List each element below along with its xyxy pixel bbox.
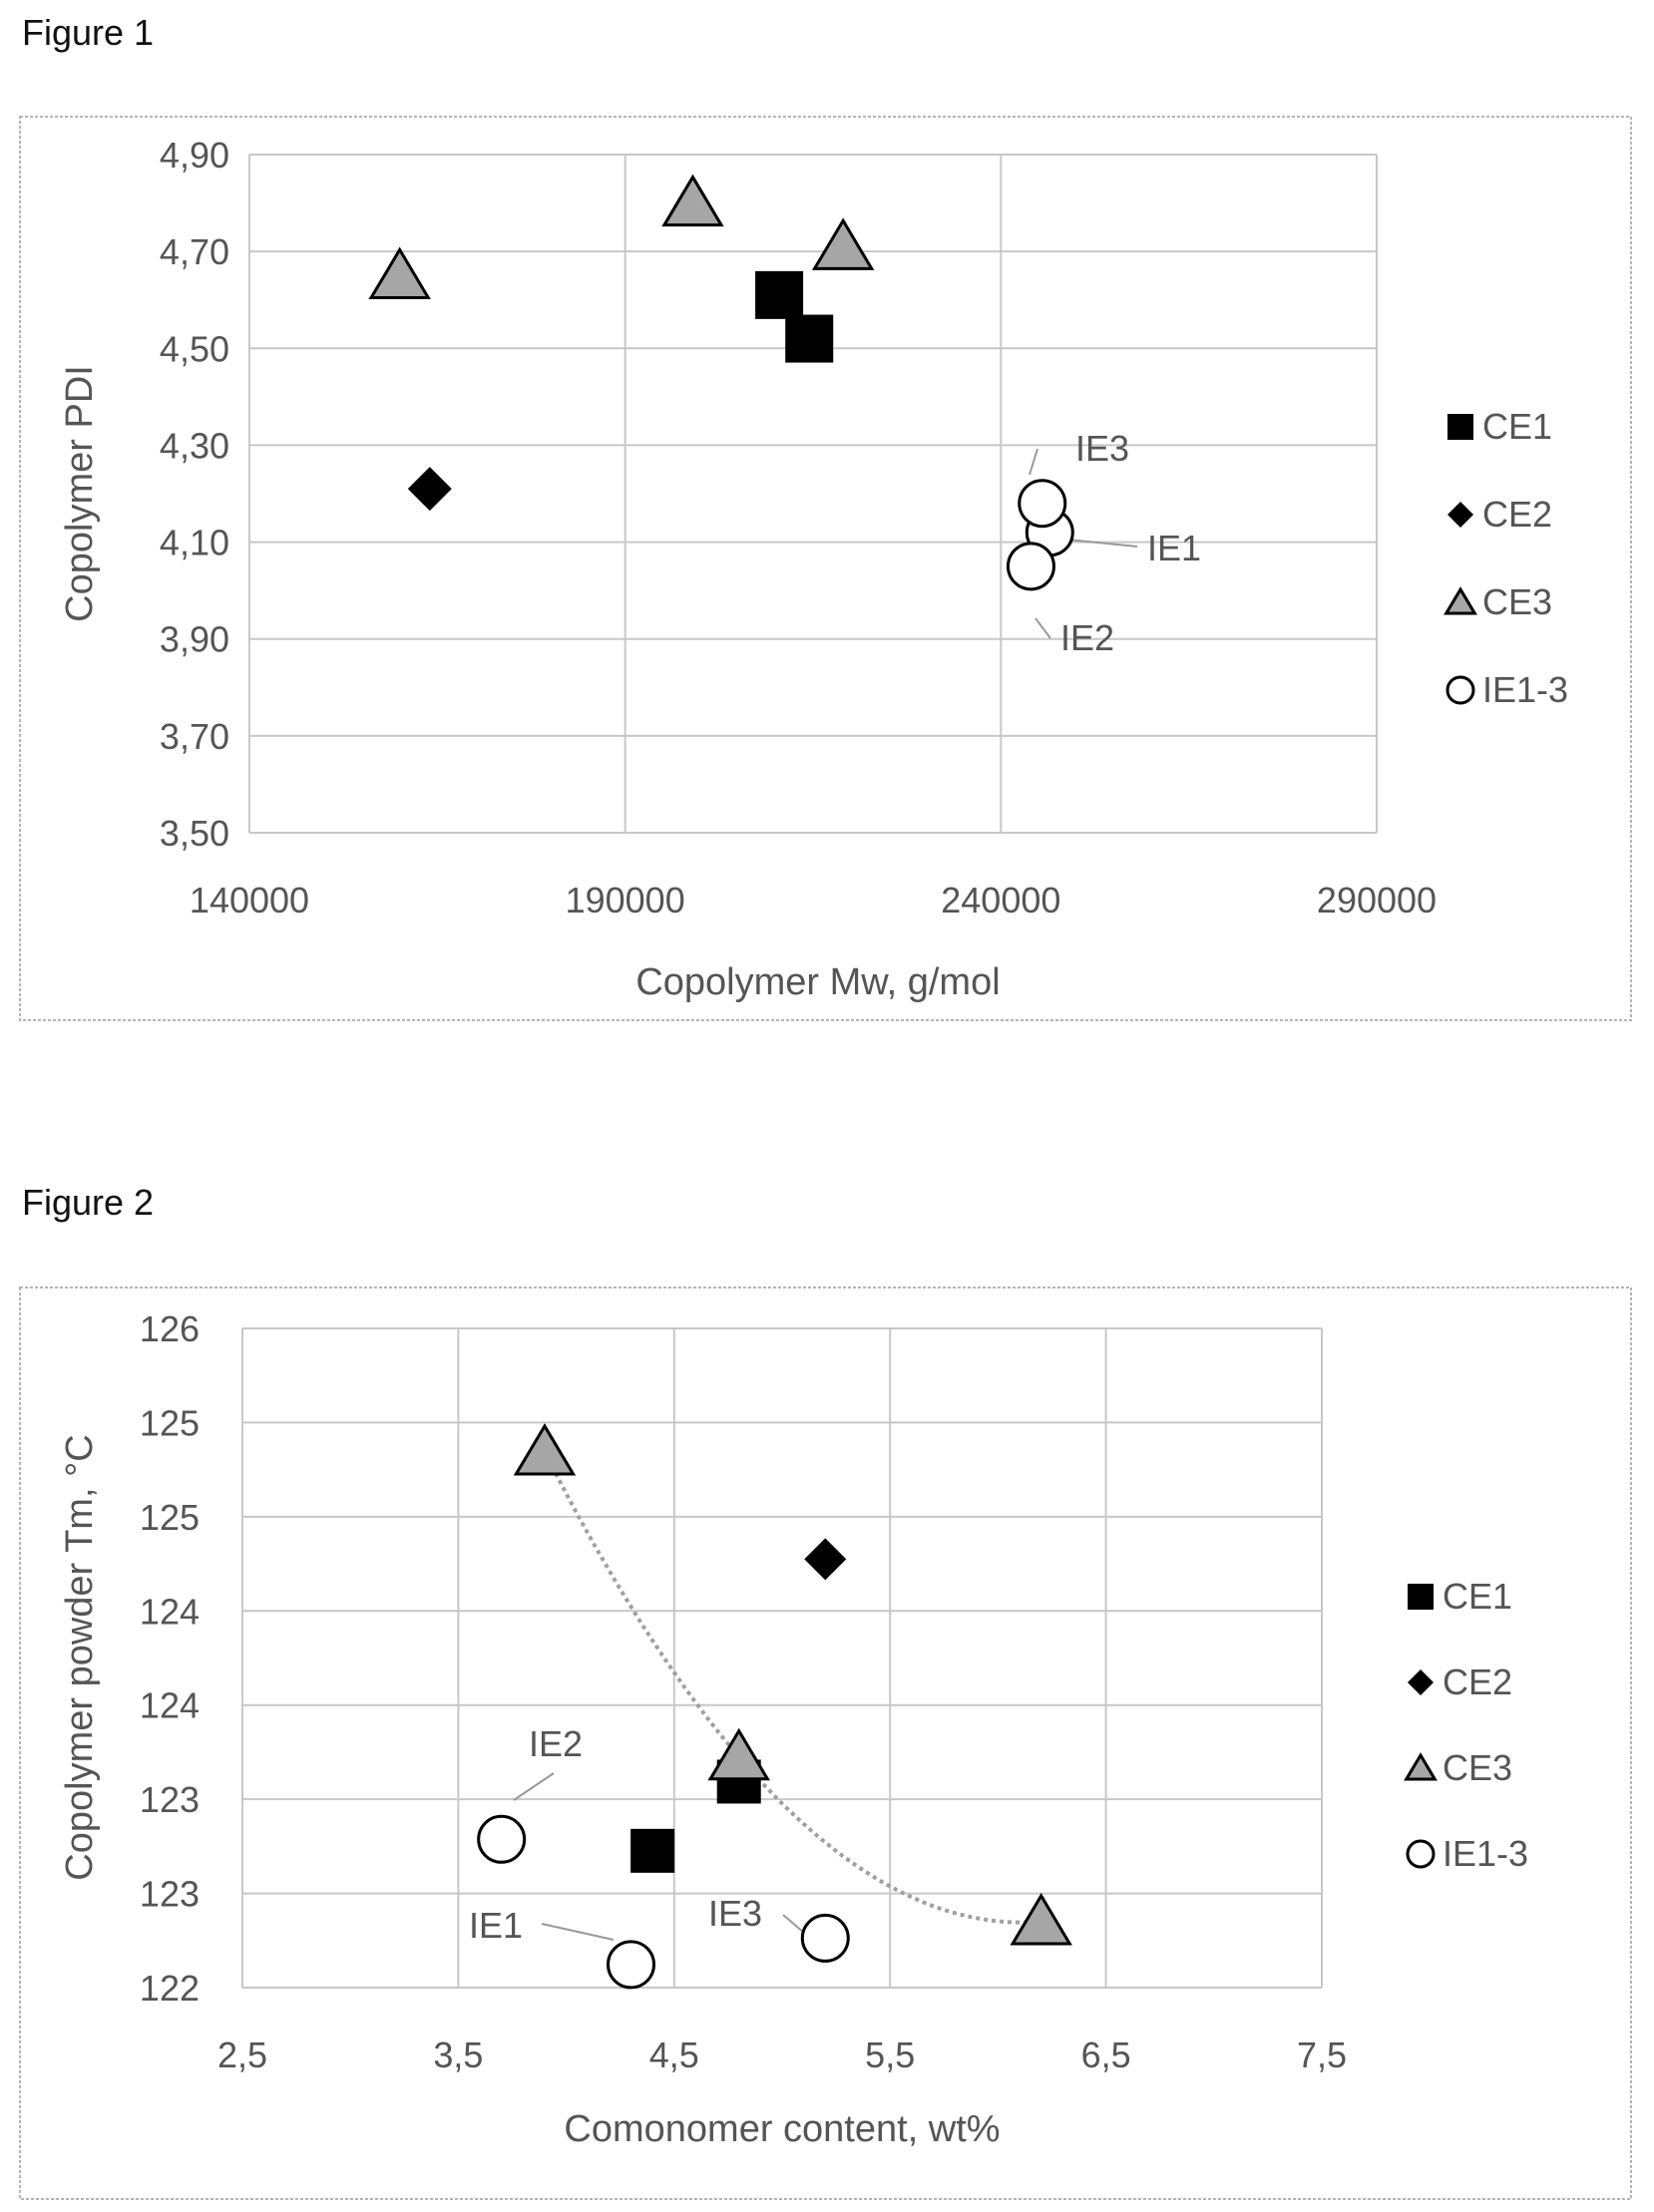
y-tick-label: 123 [140,1779,200,1820]
legend-label-ce2: CE2 [1482,494,1552,535]
y-axis-label: Copolymer PDI [59,365,101,622]
y-tick-label: 126 [140,1308,200,1349]
x-axis-label: Comonomer content, wt% [564,2108,1000,2150]
ie1-3-data-point [477,1814,527,1864]
x-tick-label: 4,5 [649,2034,699,2075]
chart-2: 2,5 3,5 4,5 5,5 6,5 7,5 126 125 125 124 124 123 123 1… [19,1287,1632,2200]
legend-label-ce3: CE3 [1443,1747,1512,1788]
annotation-leader [1029,448,1038,476]
annotation-leader [513,1772,555,1801]
y-tick-label: 124 [140,1685,200,1726]
y-tick-label: 123 [140,1874,200,1915]
x-tick-label: 290000 [1317,880,1437,921]
x-tick-label: 2,5 [217,2034,267,2075]
legend-marker-ce3 [1404,1752,1438,1781]
ce1-data-point [755,270,804,319]
ce3-data-point [513,1423,577,1476]
x-axis-label: Copolymer Mw, g/mol [635,961,1000,1003]
figure-1-title: Figure 1 [22,12,155,53]
legend-label-ce1: CE1 [1443,1576,1512,1617]
annotation-ie1: IE1 [1147,528,1201,568]
y-tick-label: 4,50 [160,328,229,369]
chart-1: 140000 190000 240000 290000 4,90 4,70 4,50 4,30… [19,116,1632,1021]
ie1-3-data-point [1018,479,1067,529]
annotation-leader [541,1923,615,1941]
legend-label-ce3: CE3 [1482,581,1552,622]
legend-marker-ie1-3 [1446,675,1475,705]
y-tick-label: 3,50 [160,813,229,854]
trendline [543,1450,1041,1925]
annotation-ie2: IE2 [1060,617,1114,658]
legend-label-ie1-3: IE1-3 [1482,669,1568,710]
legend-label-ce2: CE2 [1443,1661,1512,1702]
y-axis-label: Copolymer powder Tm, °C [59,1434,101,1880]
figure-2-title: Figure 2 [22,1182,155,1223]
x-tick-label: 7,5 [1297,2034,1347,2075]
ce3-data-point [707,1727,770,1781]
y-tick-label: 4,30 [160,425,229,466]
y-tick-label: 124 [140,1591,200,1632]
legend-marker-ie1-3 [1406,1839,1436,1869]
y-tick-label: 3,70 [160,716,229,757]
ce3-data-point [368,246,431,300]
legend-marker-ce2 [1408,1669,1434,1695]
x-tick-label: 6,5 [1081,2034,1131,2075]
chart-frame [19,1287,1632,2200]
y-tick-label: 4,10 [160,523,229,563]
x-tick-label: 3,5 [433,2034,483,2075]
ce2-data-point [804,1538,847,1581]
ie1-3-data-point [800,1913,850,1963]
y-tick-label: 3,90 [160,619,229,660]
ie1-3-data-point [1006,542,1055,591]
ce3-data-point [811,217,875,270]
chart-frame [19,116,1632,1021]
x-tick-label: 190000 [566,880,685,921]
y-tick-label: 125 [140,1402,200,1443]
y-tick-label: 125 [140,1497,200,1538]
ie1-3-data-point [607,1940,656,1990]
annotation-ie3: IE3 [708,1893,762,1934]
legend-marker-ce1 [1408,1584,1434,1610]
x-tick-label: 5,5 [865,2034,915,2075]
y-tick-label: 4,70 [160,231,229,272]
annotation-ie1: IE1 [469,1905,523,1946]
legend-marker-ce1 [1447,414,1473,440]
ce3-data-point [1010,1892,1072,1946]
annotation-ie3: IE3 [1075,428,1129,469]
legend-label-ce1: CE1 [1482,406,1552,447]
y-tick-label: 4,90 [160,135,229,176]
ce1-data-point [785,314,834,363]
ce2-data-point [407,467,452,512]
ce1-data-point [630,1828,675,1873]
legend-marker-ce2 [1447,502,1473,528]
ce3-data-point [661,174,724,227]
y-tick-label: 122 [140,1968,200,2009]
x-tick-label: 140000 [190,880,309,921]
legend-label-ie1-3: IE1-3 [1443,1833,1528,1874]
legend-marker-ce3 [1444,586,1477,615]
annotation-leader [1034,617,1051,639]
annotation-ie2: IE2 [529,1723,583,1764]
x-tick-label: 240000 [941,880,1060,921]
